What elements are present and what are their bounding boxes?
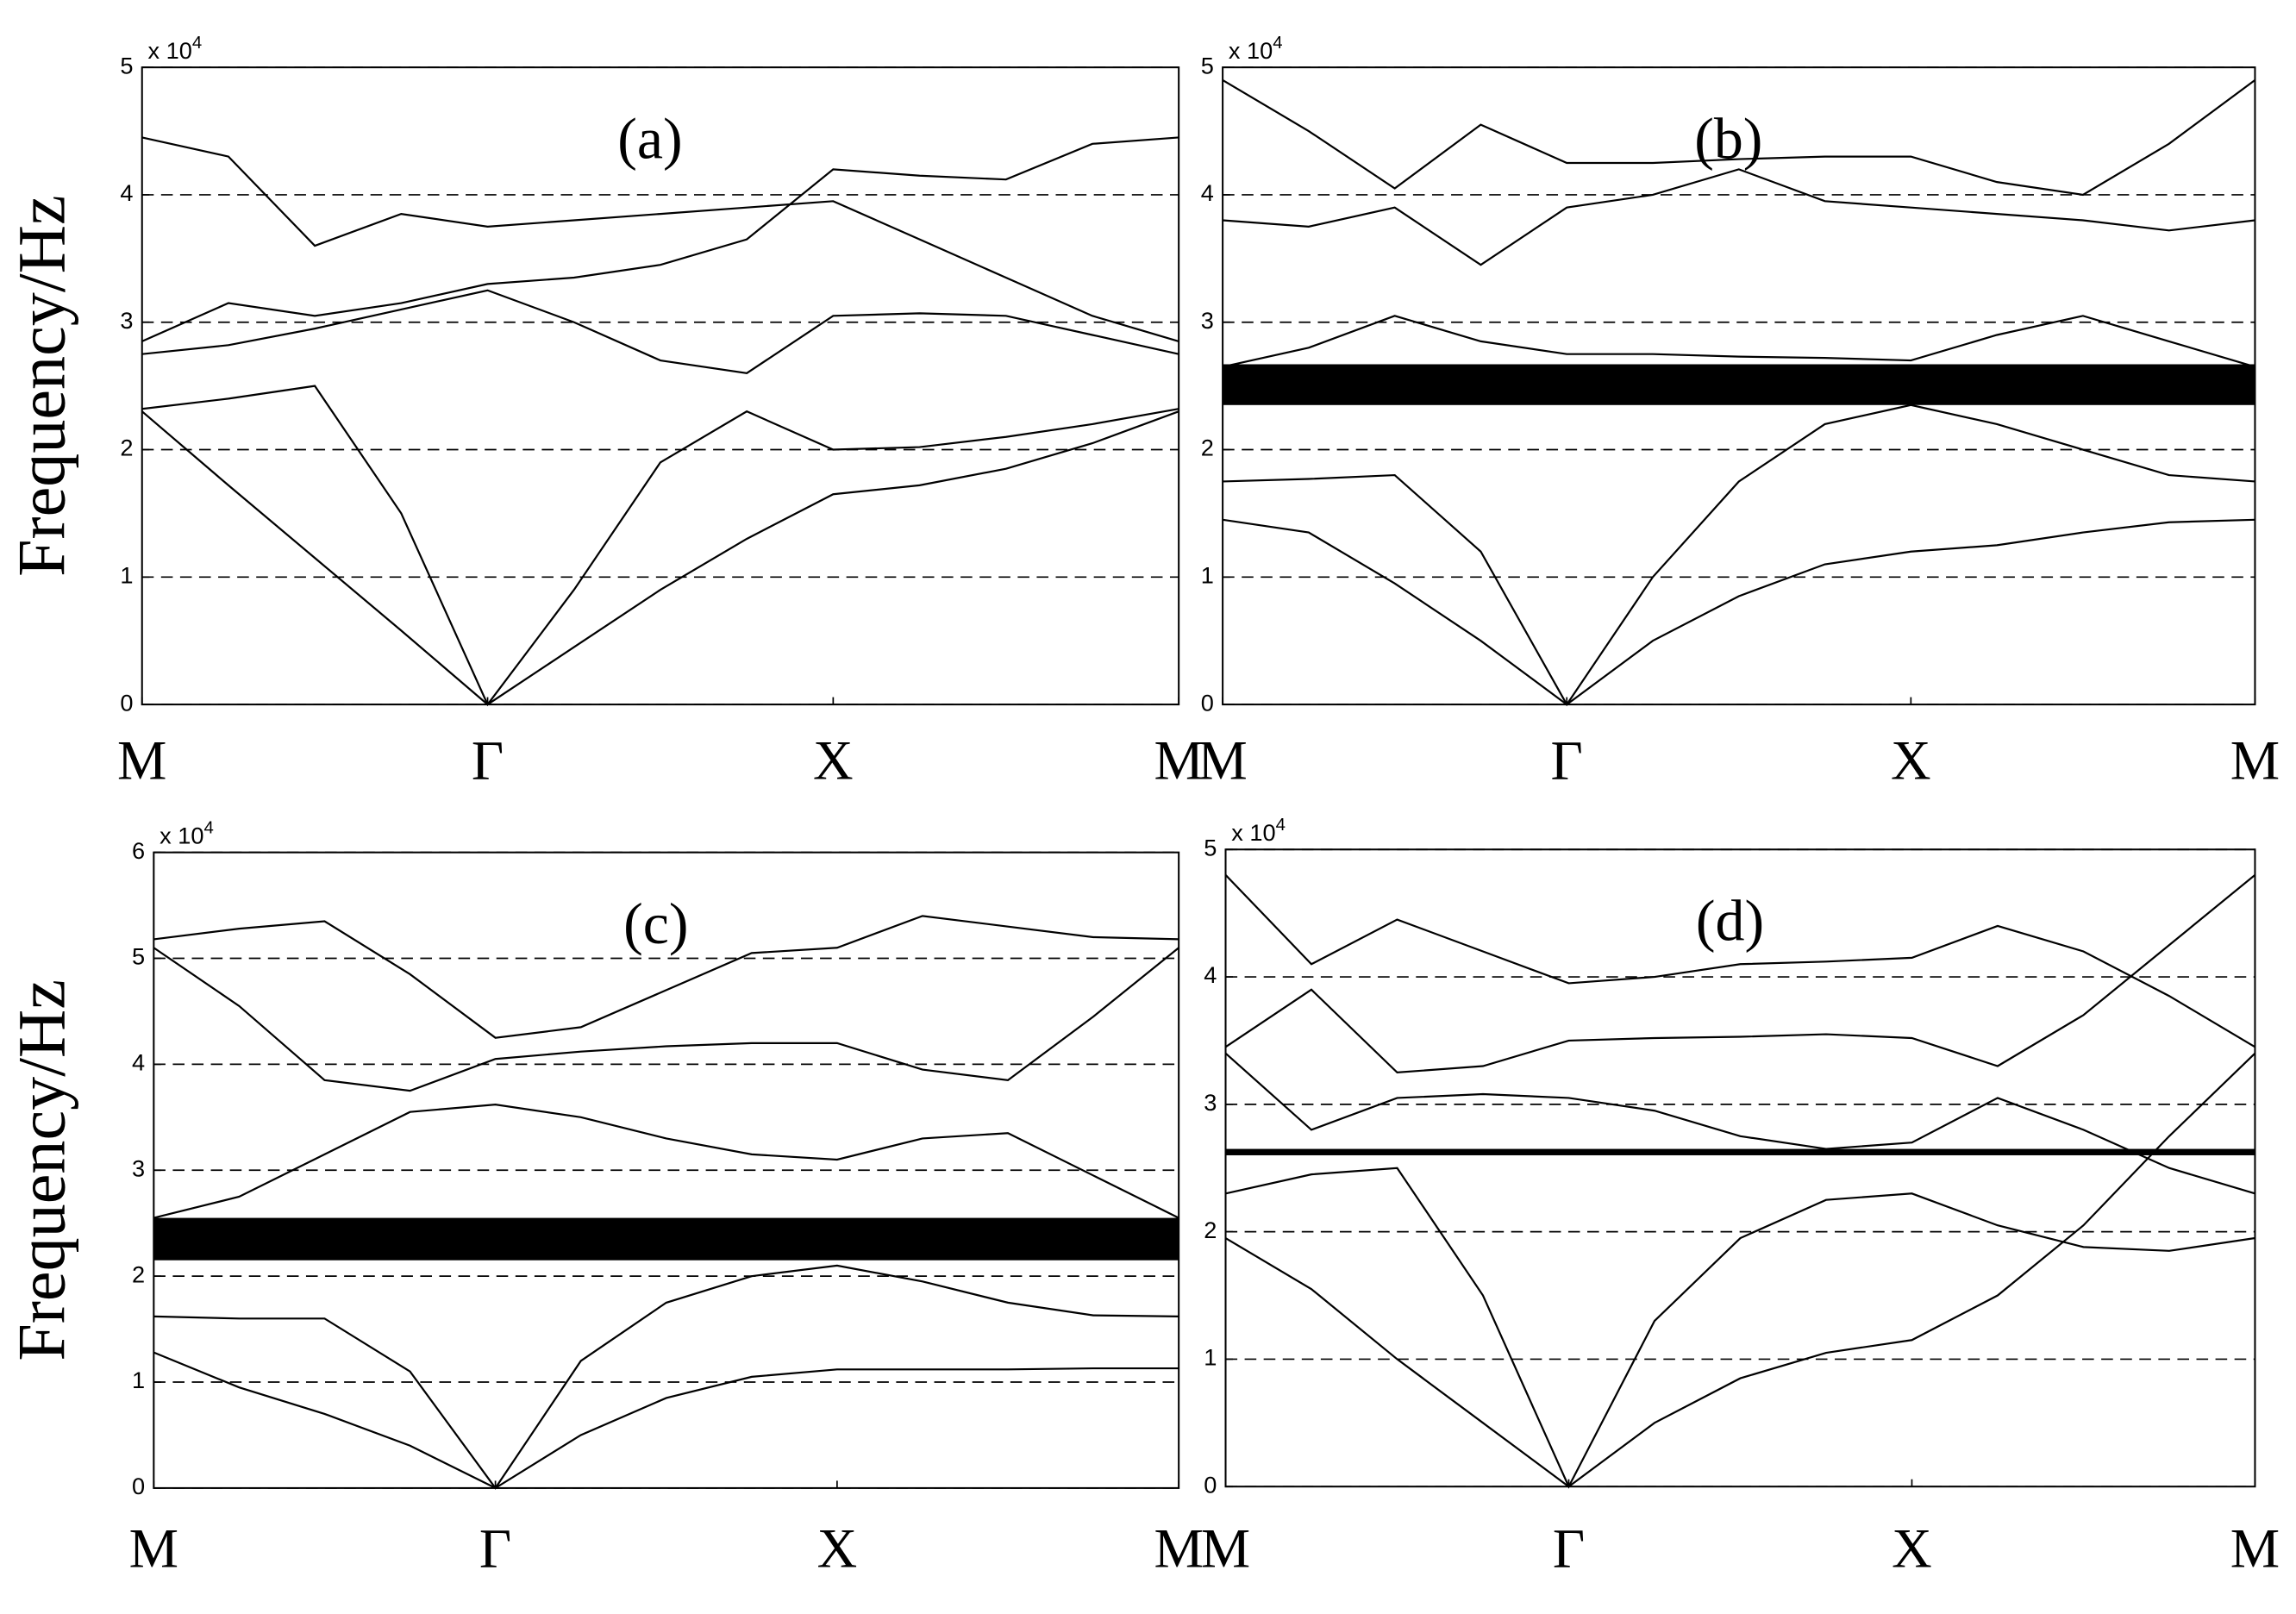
y-tick-label: 4	[132, 1049, 145, 1076]
axis-multiplier: x 104	[1229, 34, 1283, 64]
y-tick-label: 5	[120, 52, 133, 78]
y-tick-label: 3	[1204, 1089, 1217, 1116]
y-tick-label: 2	[1204, 1217, 1217, 1243]
y-tick-label: 4	[1204, 961, 1217, 988]
y-tick-label: 3	[1201, 307, 1214, 334]
band-gap	[1223, 364, 2255, 405]
x-tick-label: M	[2230, 1517, 2280, 1580]
band-curve	[153, 1103, 1179, 1219]
band-curve	[1224, 874, 2256, 1048]
multiplier-exponent: 4	[1276, 816, 1286, 835]
y-tick-label: 2	[120, 435, 133, 461]
y-tick-label: 1	[132, 1367, 145, 1393]
band-curve	[1223, 168, 2255, 266]
x-tick-label: M	[1154, 1517, 1203, 1580]
panel-title: (a)	[617, 105, 682, 171]
band-curve	[141, 385, 1179, 707]
band-curve	[141, 136, 1179, 342]
panel-title: (b)	[1694, 105, 1762, 171]
x-tick-label: M	[129, 1517, 178, 1580]
y-tick-label: 5	[132, 943, 145, 970]
band-curve	[153, 1351, 1179, 1490]
band-curve	[153, 915, 1179, 1039]
y-tick-label: 2	[132, 1261, 145, 1287]
x-tick-label: M	[1198, 729, 1247, 791]
y-tick-label: 0	[1201, 689, 1214, 716]
plot-frame	[153, 851, 1180, 1489]
band-curve	[141, 136, 1179, 342]
y-tick-label: 3	[120, 307, 133, 334]
multiplier-exponent: 4	[203, 819, 213, 838]
band-curve	[141, 289, 1179, 374]
y-tick-label: 1	[120, 561, 133, 588]
y-tick-label: 0	[132, 1473, 145, 1499]
x-tick-label: Γ	[472, 729, 504, 791]
y-tick-label: 0	[120, 689, 133, 716]
y-tick-label: 1	[1201, 561, 1214, 588]
axis-multiplier: x 104	[1231, 816, 1286, 846]
axis-multiplier: x 104	[148, 34, 203, 64]
multiplier-exponent: 4	[1273, 34, 1282, 53]
x-tick-label: Γ	[479, 1517, 511, 1580]
y-tick-label: 6	[132, 837, 145, 864]
band-curve	[141, 410, 1179, 706]
band-curve	[153, 1264, 1179, 1490]
x-tick-label: X	[813, 729, 854, 791]
panel-title: (c)	[623, 891, 688, 956]
band-curve	[1222, 518, 2255, 706]
multiplier-base: x 10	[1229, 37, 1273, 64]
y-tick-label: 1	[1204, 1344, 1217, 1371]
band-curve	[153, 947, 1179, 1092]
multiplier-base: x 10	[148, 37, 192, 64]
multiplier-base: x 10	[1231, 819, 1275, 846]
plot-frame	[1224, 848, 2256, 1488]
y-axis-label: Frequency/Hz	[4, 195, 79, 577]
panel-title: (d)	[1696, 888, 1764, 954]
y-tick-label: 5	[1201, 52, 1214, 78]
band-gap	[153, 1217, 1179, 1261]
x-tick-label: X	[1892, 1517, 1932, 1580]
y-tick-label: 4	[120, 179, 133, 206]
y-tick-label: 5	[1204, 834, 1217, 860]
y-axis-label: Frequency/Hz	[4, 979, 79, 1361]
axis-multiplier: x 104	[160, 819, 214, 849]
x-tick-label: M	[1154, 729, 1203, 791]
band-curve	[1222, 315, 2255, 368]
band-curve	[1222, 78, 2256, 197]
plot-frame	[141, 66, 1180, 706]
y-tick-label: 4	[1201, 179, 1214, 206]
x-tick-label: M	[117, 729, 166, 791]
band-curve	[1224, 873, 2256, 1074]
band-curve	[1225, 1167, 2255, 1489]
band-curve	[1224, 1052, 2255, 1195]
plot-frame	[1222, 66, 2256, 706]
x-tick-label: M	[1201, 1517, 1250, 1580]
band-gap	[1225, 1148, 2255, 1155]
band-curve	[1223, 404, 2255, 707]
multiplier-base: x 10	[160, 822, 203, 848]
y-tick-label: 3	[132, 1154, 145, 1181]
multiplier-exponent: 4	[192, 34, 202, 53]
x-tick-label: Γ	[1551, 729, 1583, 791]
x-tick-label: X	[1891, 729, 1931, 791]
band-curve	[1224, 1052, 2256, 1488]
x-tick-label: Γ	[1553, 1517, 1585, 1580]
y-tick-label: 2	[1201, 435, 1214, 461]
y-tick-label: 0	[1204, 1471, 1217, 1498]
x-tick-label: M	[2230, 729, 2280, 791]
x-tick-label: X	[817, 1517, 858, 1580]
